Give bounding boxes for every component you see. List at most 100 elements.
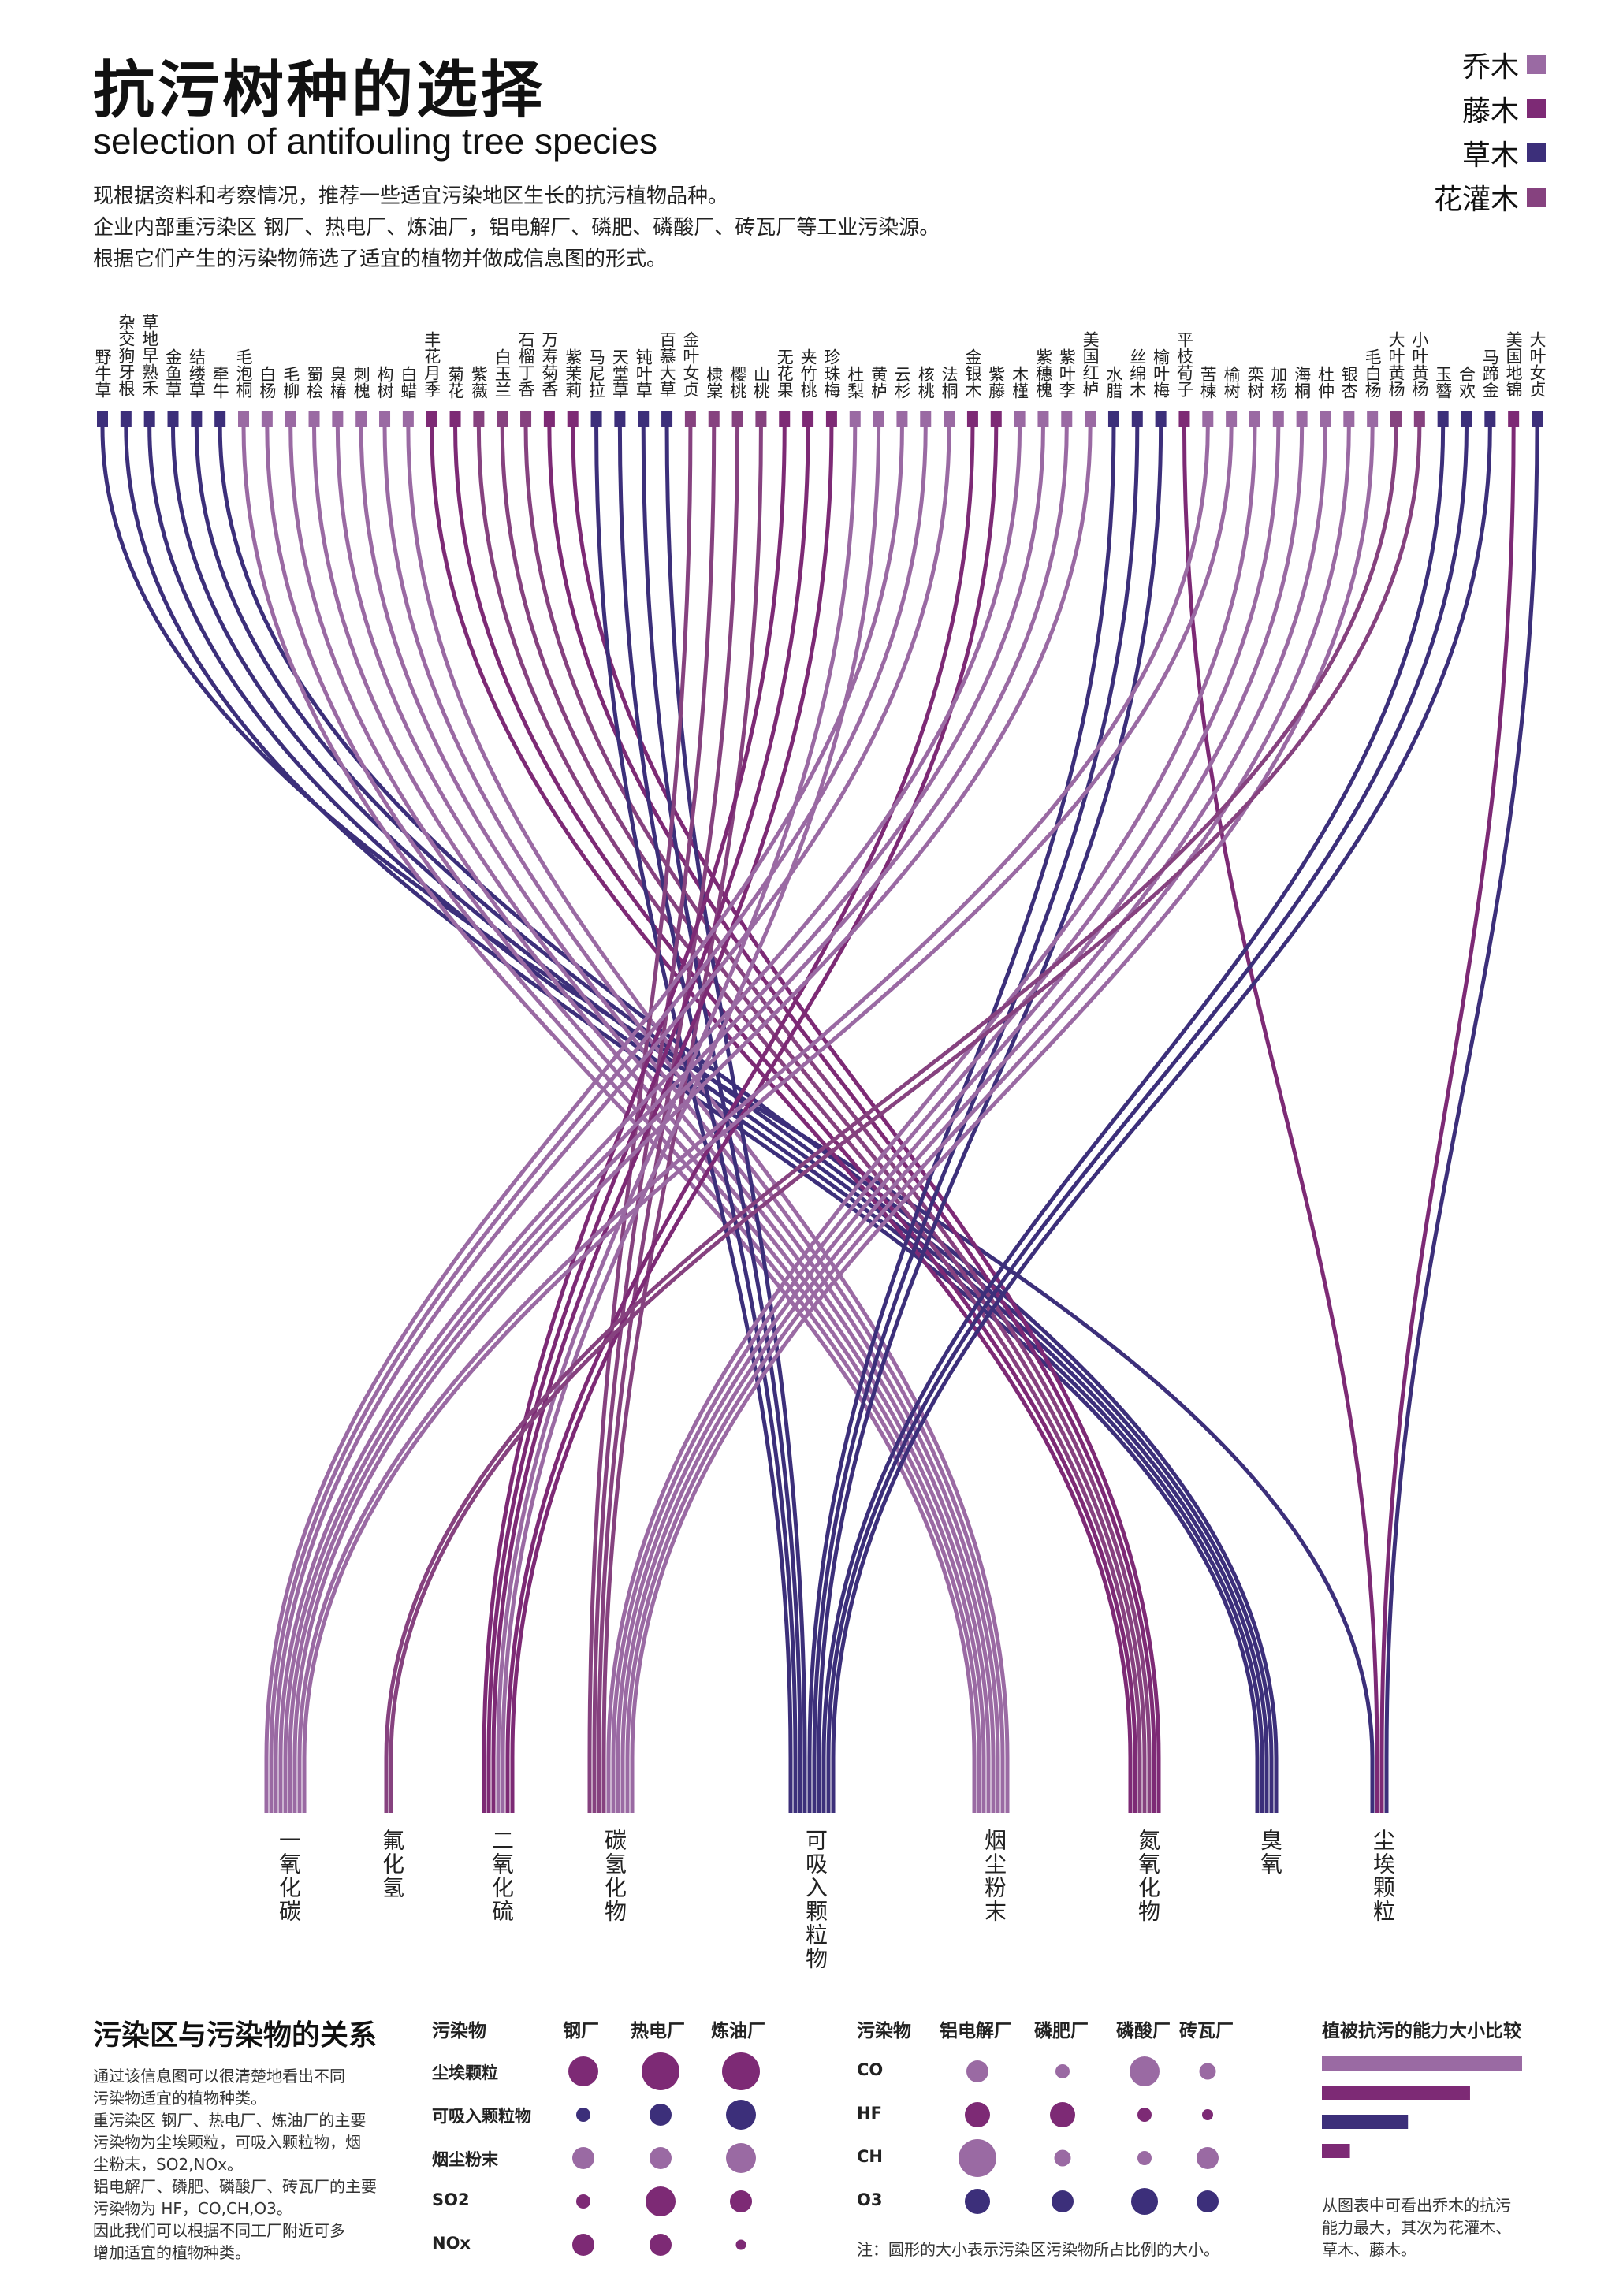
table-column-header: 砖瓦厂	[1179, 2021, 1234, 2041]
table-header: 污染物	[432, 2021, 486, 2041]
flow-line	[617, 411, 798, 1813]
plant-label: 美国地锦	[1504, 331, 1524, 397]
plant-label: 大叶黄杨	[1386, 331, 1405, 397]
proportion-dot	[650, 2234, 672, 2256]
plant-label: 石榴丁香	[516, 331, 536, 397]
legend-label: 花灌木	[1433, 184, 1519, 216]
flow-line	[278, 411, 1022, 1813]
plant-tick	[1390, 411, 1402, 427]
flow-line	[616, 411, 1305, 1813]
flow-line	[430, 411, 1133, 1813]
intro-line: 企业内部重污染区 钢厂、热电厂、炼油厂，铝电解厂、磷肥、磷酸厂、砖瓦厂等工业污染…	[93, 216, 940, 240]
plant-tick	[1461, 411, 1472, 427]
ability-note: 从图表中可看出乔木的抗污	[1322, 2196, 1511, 2215]
table-row-label: 可吸入颗粒物	[432, 2107, 531, 2126]
proportion-dot	[1130, 2056, 1160, 2086]
flow-line	[218, 411, 1279, 1813]
proportion-dot	[572, 2147, 594, 2169]
proportion-dot	[1055, 2064, 1070, 2078]
plant-label: 玉簪	[1433, 366, 1453, 399]
plant-tick	[755, 411, 767, 427]
plant-tick	[920, 411, 932, 427]
pollutant-label: 烟尘粉末	[981, 1829, 1007, 1923]
table-note: 注：圆形的大小表示污染区污染物所占比例的大小。	[857, 2240, 1219, 2259]
plant-label: 榆树	[1222, 366, 1241, 399]
flow-line	[606, 411, 1257, 1813]
plant-tick	[1296, 411, 1308, 427]
table-column-header: 磷肥厂	[1034, 2021, 1089, 2041]
legend-swatch	[1527, 55, 1546, 74]
pollutant-label: 可吸入颗粒物	[802, 1829, 828, 1970]
table-row-label: 尘埃颗粒	[432, 2063, 498, 2082]
plant-tick	[873, 411, 884, 427]
table-column-header: 钢厂	[563, 2021, 599, 2041]
section-description-line: 因此我们可以根据不同工厂附近可多	[93, 2221, 345, 2240]
pollutant-label: 尘埃颗粒	[1370, 1829, 1396, 1923]
plant-tick	[1413, 411, 1425, 427]
plant-tick	[567, 411, 579, 427]
flow-line	[453, 411, 1137, 1813]
plant-label: 加杨	[1268, 366, 1288, 399]
proportion-dot	[726, 2143, 756, 2173]
plant-tick	[944, 411, 955, 427]
plant-tick	[638, 411, 650, 427]
plant-tick	[379, 411, 391, 427]
proportion-dot	[1202, 2109, 1213, 2120]
intro-line: 现根据资料和考察情况，推荐一些适宜污染地区生长的抗污植物品种。	[93, 184, 729, 208]
flow-line	[241, 411, 977, 1813]
flow-line	[625, 411, 1351, 1813]
proportion-dot	[572, 2234, 594, 2256]
plant-label: 榆叶梅	[1151, 348, 1171, 398]
plant-label: 合欢	[1457, 366, 1476, 399]
legend-label: 乔木	[1461, 51, 1519, 84]
table-row-label: HF	[857, 2104, 882, 2123]
flow-line	[274, 411, 951, 1813]
plant-tick	[896, 411, 908, 427]
flow-line	[297, 411, 1210, 1813]
flow-line	[269, 411, 928, 1813]
plant-label: 杜仲	[1316, 366, 1335, 399]
section-description-line: 污染物为 HF，CO,CH,O3。	[93, 2199, 292, 2218]
ability-bar	[1322, 2144, 1350, 2158]
proportion-dot	[965, 2102, 990, 2127]
flow-line	[821, 411, 1446, 1813]
plant-tick	[238, 411, 250, 427]
intro-line: 根据它们产生的污染物筛选了适宜的植物并做成信息图的形式。	[93, 247, 668, 271]
plant-tick	[1131, 411, 1143, 427]
flow-line	[389, 411, 1422, 1813]
plant-tick	[1107, 411, 1119, 427]
section-description-line: 污染物为尘埃颗粒，可吸入颗粒物，烟	[93, 2133, 361, 2152]
plant-label: 金鱼草	[163, 348, 183, 398]
legend-item: 乔木	[1462, 44, 1546, 85]
plant-label: 菊花	[445, 366, 465, 399]
flow-line	[826, 411, 1469, 1813]
plant-label: 野牛草	[93, 348, 112, 398]
flow-line	[547, 411, 1156, 1813]
plant-label: 紫穗槐	[1033, 348, 1053, 398]
plant-tick	[426, 411, 437, 427]
plant-label: 杜梨	[845, 366, 865, 399]
plant-tick	[1155, 411, 1167, 427]
plant-tick	[97, 411, 108, 427]
proportion-dot	[650, 2104, 672, 2126]
flow-line	[630, 411, 1375, 1813]
plant-tick	[1367, 411, 1379, 427]
plant-label: 法桐	[940, 366, 959, 399]
flow-line	[611, 411, 1281, 1813]
plant-label: 丝绵木	[1127, 348, 1147, 398]
proportion-dot	[1199, 2063, 1216, 2080]
plant-tick	[191, 411, 203, 427]
flow-line	[476, 411, 1142, 1813]
legend-label: 藤木	[1461, 95, 1519, 128]
table-header: 污染物	[857, 2021, 911, 2041]
ability-title: 植被抗污的能力大小比较	[1322, 2021, 1521, 2041]
legend-swatch	[1527, 143, 1546, 162]
plant-tick	[1061, 411, 1073, 427]
plant-label: 白蜡	[398, 366, 418, 399]
flow-line	[292, 411, 1093, 1813]
plant-tick	[731, 411, 743, 427]
plant-label: 栾树	[1245, 366, 1264, 399]
plant-tick	[849, 411, 861, 427]
plant-tick	[990, 411, 1002, 427]
